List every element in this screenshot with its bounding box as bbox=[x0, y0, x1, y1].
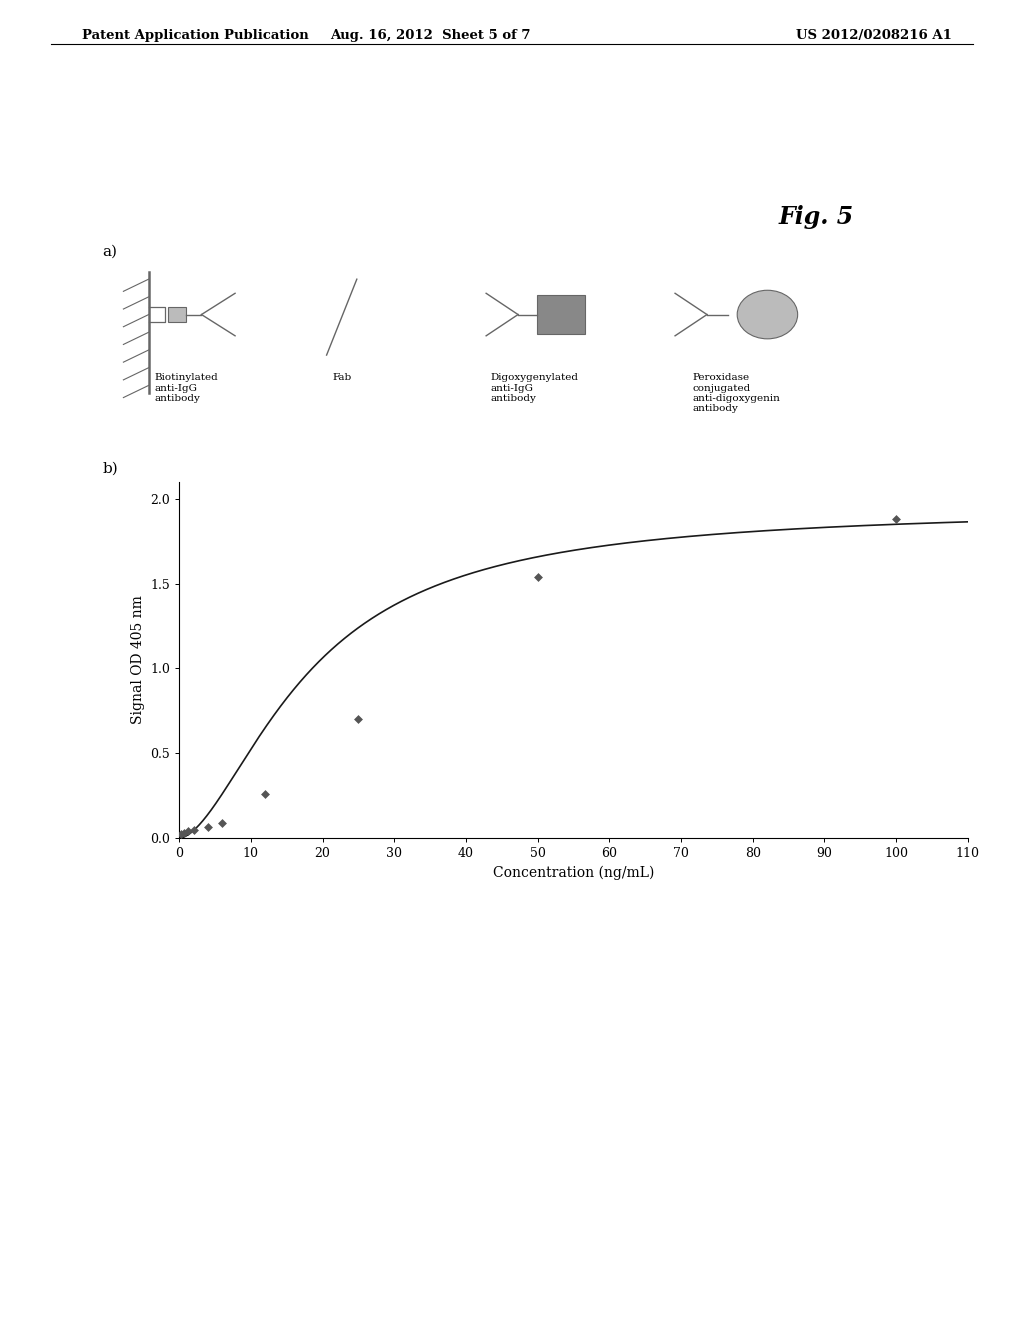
FancyBboxPatch shape bbox=[537, 296, 586, 334]
Point bbox=[185, 820, 202, 841]
Text: a): a) bbox=[102, 244, 118, 259]
Text: Peroxidase
conjugated
anti-digoxygenin
antibody: Peroxidase conjugated anti-digoxygenin a… bbox=[692, 374, 780, 413]
Point bbox=[175, 822, 191, 843]
FancyBboxPatch shape bbox=[168, 306, 186, 322]
Point bbox=[350, 709, 367, 730]
Ellipse shape bbox=[737, 290, 798, 339]
Text: Fig. 5: Fig. 5 bbox=[778, 205, 853, 228]
Text: US 2012/0208216 A1: US 2012/0208216 A1 bbox=[797, 29, 952, 42]
Text: Patent Application Publication: Patent Application Publication bbox=[82, 29, 308, 42]
Text: Fab: Fab bbox=[332, 374, 351, 383]
Point bbox=[179, 821, 196, 842]
Point bbox=[173, 824, 189, 845]
Text: b): b) bbox=[102, 462, 118, 477]
Point bbox=[257, 784, 273, 805]
Point bbox=[529, 566, 546, 587]
Point bbox=[200, 817, 216, 838]
Point bbox=[214, 812, 230, 833]
Y-axis label: Signal OD 405 nm: Signal OD 405 nm bbox=[131, 595, 144, 725]
Text: Aug. 16, 2012  Sheet 5 of 7: Aug. 16, 2012 Sheet 5 of 7 bbox=[330, 29, 530, 42]
X-axis label: Concentration (ng/mL): Concentration (ng/mL) bbox=[493, 866, 654, 880]
Text: Biotinylated
anti-IgG
antibody: Biotinylated anti-IgG antibody bbox=[155, 374, 218, 403]
Point bbox=[888, 508, 904, 529]
Text: Digoxygenylated
anti-IgG
antibody: Digoxygenylated anti-IgG antibody bbox=[490, 374, 579, 403]
